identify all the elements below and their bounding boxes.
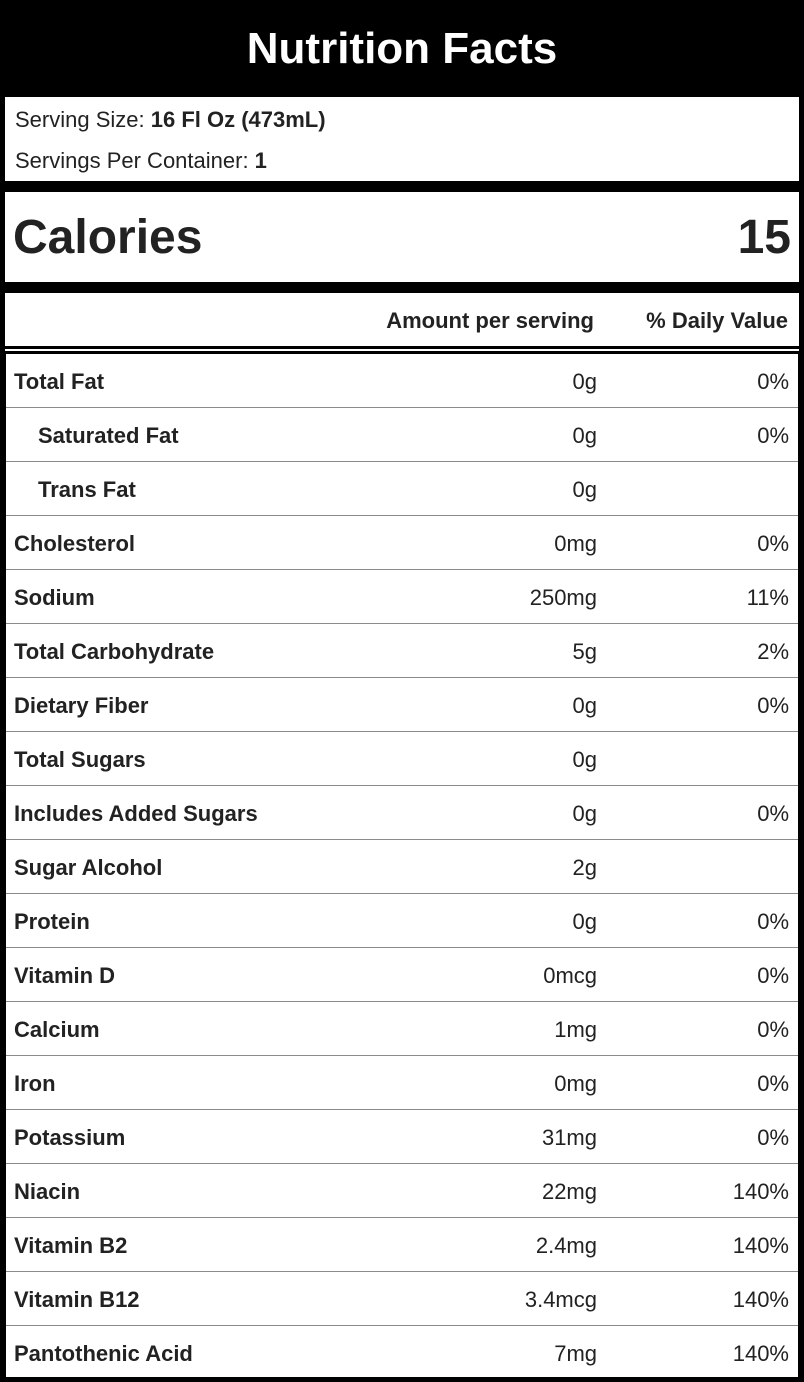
nutrient-amount: 0g	[572, 369, 597, 394]
nutrient-name: Pantothenic Acid	[14, 1341, 193, 1366]
nutrient-daily-value: 140%	[732, 1341, 789, 1366]
nutrient-row: Saturated Fat 0g 0%	[6, 408, 798, 462]
nutrient-daily-value: 0%	[757, 963, 789, 988]
nutrient-name: Total Fat	[14, 369, 105, 394]
thick-divider	[0, 282, 804, 293]
nutrient-name: Vitamin B12	[14, 1287, 140, 1312]
nutrient-amount: 1mg	[554, 1017, 597, 1042]
nutrient-amount: 0g	[572, 477, 597, 502]
nutrient-name: Potassium	[14, 1125, 126, 1150]
nutrient-name: Calcium	[14, 1017, 100, 1042]
nutrient-row: Vitamin B2 2.4mg 140%	[6, 1218, 798, 1272]
calories-value: 15	[737, 211, 791, 264]
nutrient-amount: 0g	[572, 747, 597, 772]
nutrient-daily-value: 0%	[757, 1125, 789, 1150]
serving-size-value: 16 Fl Oz (473mL)	[150, 107, 326, 132]
nutrient-daily-value: 140%	[732, 1233, 789, 1258]
nutrient-amount: 250mg	[529, 585, 597, 610]
nutrient-row: Total Carbohydrate 5g 2%	[6, 624, 798, 678]
nutrient-daily-value: 0%	[757, 693, 789, 718]
nutrient-name: Includes Added Sugars	[14, 801, 258, 826]
nutrient-name: Total Sugars	[14, 747, 146, 772]
serving-size-line: Serving Size: 16 Fl Oz (473mL)	[15, 107, 326, 133]
calories-label: Calories	[13, 211, 203, 264]
calories-section: Calories 15	[5, 192, 799, 282]
nutrient-name: Total Carbohydrate	[14, 639, 215, 664]
nutrient-amount: 2g	[572, 855, 597, 880]
nutrient-amount: 3.4mcg	[524, 1287, 597, 1312]
nutrient-daily-value: 0%	[757, 1017, 789, 1042]
nutrient-daily-value: 0%	[757, 1071, 789, 1096]
nutrient-amount: 5g	[572, 639, 597, 664]
nutrient-amount: 0mg	[554, 1071, 597, 1096]
nutrient-row: Includes Added Sugars 0g 0%	[6, 786, 798, 840]
nutrient-row: Cholesterol 0mg 0%	[6, 516, 798, 570]
nutrient-amount: 31mg	[541, 1125, 597, 1150]
nutrient-row: Vitamin D 0mcg 0%	[6, 948, 798, 1002]
nutrient-name: Cholesterol	[14, 531, 136, 556]
nutrient-amount: 0mcg	[543, 963, 597, 988]
nutrient-row: Protein 0g 0%	[6, 894, 798, 948]
nutrient-daily-value: 0%	[757, 423, 789, 448]
serving-size-label: Serving Size:	[15, 107, 151, 132]
nutrient-daily-value: 0%	[757, 909, 789, 934]
label-title: Nutrition Facts	[0, 0, 804, 97]
nutrient-daily-value: 140%	[732, 1287, 789, 1312]
nutrient-row: Sodium 250mg 11%	[6, 570, 798, 624]
amount-per-serving-header: Amount per serving	[386, 308, 594, 333]
nutrient-name: Saturated Fat	[38, 423, 179, 448]
nutrient-daily-value: 0%	[757, 531, 789, 556]
serving-info: Serving Size: 16 Fl Oz (473mL) Servings …	[5, 97, 799, 181]
nutrient-row: Dietary Fiber 0g 0%	[6, 678, 798, 732]
nutrient-row: Calcium 1mg 0%	[6, 1002, 798, 1056]
nutrient-row: Total Fat 0g 0%	[6, 354, 798, 408]
column-headers: Amount per serving % Daily Value	[5, 293, 799, 346]
divider	[0, 346, 804, 349]
nutrient-daily-value: 0%	[757, 801, 789, 826]
nutrient-name: Vitamin D	[14, 963, 116, 988]
nutrient-daily-value: 11%	[746, 585, 789, 610]
nutrient-name: Protein	[14, 909, 90, 934]
thick-divider	[0, 181, 804, 192]
nutrient-row: Potassium 31mg 0%	[6, 1110, 798, 1164]
servings-per-container-line: Servings Per Container: 1	[15, 148, 267, 174]
nutrient-name: Sugar Alcohol	[14, 855, 163, 880]
nutrient-daily-value: 2%	[757, 639, 789, 664]
nutrient-row: Trans Fat 0g	[6, 462, 798, 516]
daily-value-header: % Daily Value	[646, 308, 788, 333]
nutrient-amount: 0g	[572, 909, 597, 934]
nutrient-row: Vitamin B12 3.4mcg 140%	[6, 1272, 798, 1326]
nutrient-row: Total Sugars 0g	[6, 732, 798, 786]
servings-per-container-value: 1	[254, 148, 267, 173]
nutrient-rows: Total Fat 0g 0% Saturated Fat 0g 0% Trans Fat 0…	[6, 354, 798, 1380]
nutrient-amount: 0g	[572, 801, 597, 826]
nutrient-name: Vitamin B2	[14, 1233, 128, 1258]
nutrient-name: Sodium	[14, 585, 95, 610]
nutrient-row: Sugar Alcohol 2g	[6, 840, 798, 894]
nutrient-daily-value: 140%	[732, 1179, 789, 1204]
nutrient-amount: 0g	[572, 423, 597, 448]
nutrient-table: Total Fat 0g 0% Saturated Fat 0g 0% Trans Fat 0…	[3, 351, 801, 1380]
nutrient-amount: 22mg	[541, 1179, 597, 1204]
nutrient-row: Pantothenic Acid 7mg 140%	[6, 1326, 798, 1380]
nutrient-row: Niacin 22mg 140%	[6, 1164, 798, 1218]
nutrient-name: Niacin	[14, 1179, 81, 1204]
nutrient-amount: 0mg	[554, 531, 597, 556]
nutrient-row: Iron 0mg 0%	[6, 1056, 798, 1110]
nutrient-name: Trans Fat	[38, 477, 136, 502]
nutrient-amount: 0g	[572, 693, 597, 718]
nutrient-amount: 7mg	[554, 1341, 597, 1366]
nutrient-daily-value: 0%	[757, 369, 789, 394]
nutrient-name: Dietary Fiber	[14, 693, 149, 718]
nutrient-amount: 2.4mg	[535, 1233, 597, 1258]
nutrient-name: Iron	[14, 1071, 56, 1096]
servings-per-container-label: Servings Per Container:	[15, 148, 255, 173]
